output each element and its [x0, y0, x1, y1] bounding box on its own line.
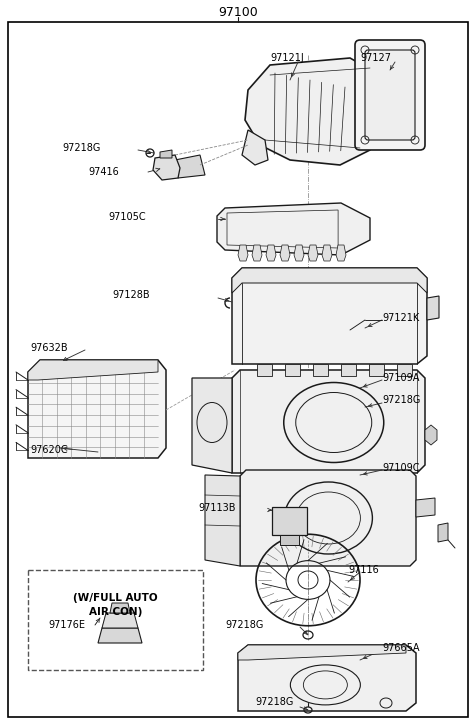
FancyBboxPatch shape [365, 50, 415, 140]
Text: 97632B: 97632B [30, 343, 68, 353]
Text: 97665A: 97665A [382, 643, 419, 653]
Polygon shape [425, 425, 437, 445]
Text: AIR CON): AIR CON) [89, 607, 142, 617]
Polygon shape [98, 628, 142, 643]
Polygon shape [160, 150, 172, 158]
Text: 97127: 97127 [360, 53, 391, 63]
Polygon shape [175, 155, 205, 178]
Text: 97109A: 97109A [382, 373, 419, 383]
Text: 97109C: 97109C [382, 463, 419, 473]
Polygon shape [110, 603, 130, 613]
Polygon shape [238, 245, 248, 261]
Text: 97128B: 97128B [112, 290, 149, 300]
Polygon shape [232, 268, 427, 364]
Text: 97105C: 97105C [108, 212, 146, 222]
Polygon shape [240, 470, 416, 566]
Polygon shape [416, 498, 435, 517]
Text: 97100: 97100 [218, 6, 258, 18]
Polygon shape [257, 364, 272, 376]
Polygon shape [294, 245, 304, 261]
Text: 97176E: 97176E [48, 620, 85, 630]
Text: 97116: 97116 [348, 565, 379, 575]
Text: 97218G: 97218G [255, 697, 293, 707]
Polygon shape [336, 245, 346, 261]
Polygon shape [308, 245, 318, 261]
Text: 97620C: 97620C [30, 445, 68, 455]
Polygon shape [242, 130, 268, 165]
Polygon shape [252, 245, 262, 261]
Polygon shape [285, 364, 300, 376]
Bar [28, 570, 203, 670]
Polygon shape [232, 268, 427, 293]
Text: (W/FULL AUTO: (W/FULL AUTO [73, 593, 158, 603]
Polygon shape [238, 645, 416, 711]
Text: 97121K: 97121K [382, 313, 419, 323]
Polygon shape [280, 535, 299, 545]
Polygon shape [397, 364, 412, 376]
Polygon shape [313, 364, 328, 376]
Text: 97113B: 97113B [198, 503, 236, 513]
Polygon shape [238, 645, 406, 660]
Polygon shape [102, 613, 138, 628]
Text: 97218G: 97218G [382, 395, 420, 405]
Polygon shape [192, 378, 232, 473]
Polygon shape [232, 370, 425, 473]
Polygon shape [28, 360, 158, 380]
Text: 97416: 97416 [88, 167, 119, 177]
Text: 97218G: 97218G [62, 143, 100, 153]
Text: 97121J: 97121J [270, 53, 304, 63]
Polygon shape [438, 523, 448, 542]
Polygon shape [205, 475, 240, 566]
Polygon shape [266, 245, 276, 261]
FancyBboxPatch shape [355, 40, 425, 150]
Polygon shape [272, 507, 307, 535]
Polygon shape [217, 203, 370, 255]
Text: 97218G: 97218G [225, 620, 263, 630]
Polygon shape [153, 155, 180, 180]
Polygon shape [245, 58, 388, 165]
Polygon shape [341, 364, 356, 376]
Polygon shape [369, 364, 384, 376]
Polygon shape [427, 296, 439, 320]
Polygon shape [280, 245, 290, 261]
Polygon shape [28, 360, 166, 458]
Polygon shape [322, 245, 332, 261]
